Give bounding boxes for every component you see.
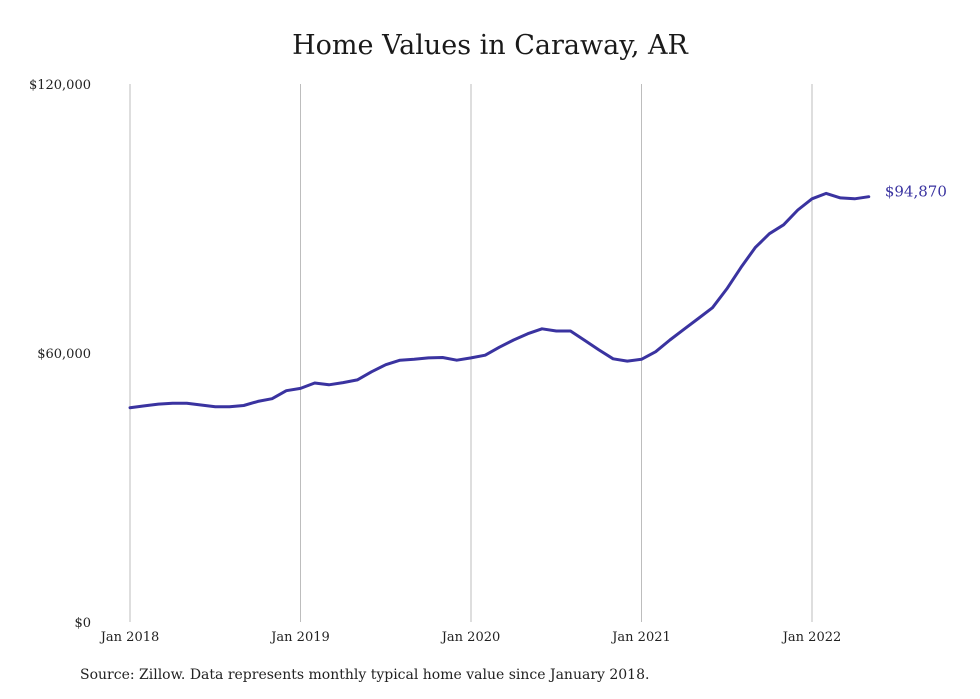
grid-lines: [129, 84, 813, 622]
axis-labels: Jan 2018 Jan 2019 Jan 2020 Jan 2021 Jan 2022…: [29, 78, 841, 645]
y-tick-label: $0: [74, 616, 91, 631]
end-value-label: $94,870: [885, 183, 947, 201]
series-layer: [128, 191, 871, 410]
x-tick-label: Jan 2020: [440, 630, 501, 645]
data-labels: $94,870: [885, 183, 947, 201]
x-tick-label: Jan 2018: [99, 630, 160, 645]
x-tick-label: Jan 2022: [781, 630, 842, 645]
y-tick-label: $60,000: [37, 347, 91, 362]
source-note: Source: Zillow. Data represents monthly …: [80, 667, 650, 683]
y-tick-label: $120,000: [29, 78, 91, 93]
x-tick-label: Jan 2019: [269, 630, 330, 645]
x-tick-label: Jan 2021: [610, 630, 671, 645]
series-line: [128, 191, 871, 410]
chart-title: Home Values in Caraway, AR: [292, 30, 688, 61]
